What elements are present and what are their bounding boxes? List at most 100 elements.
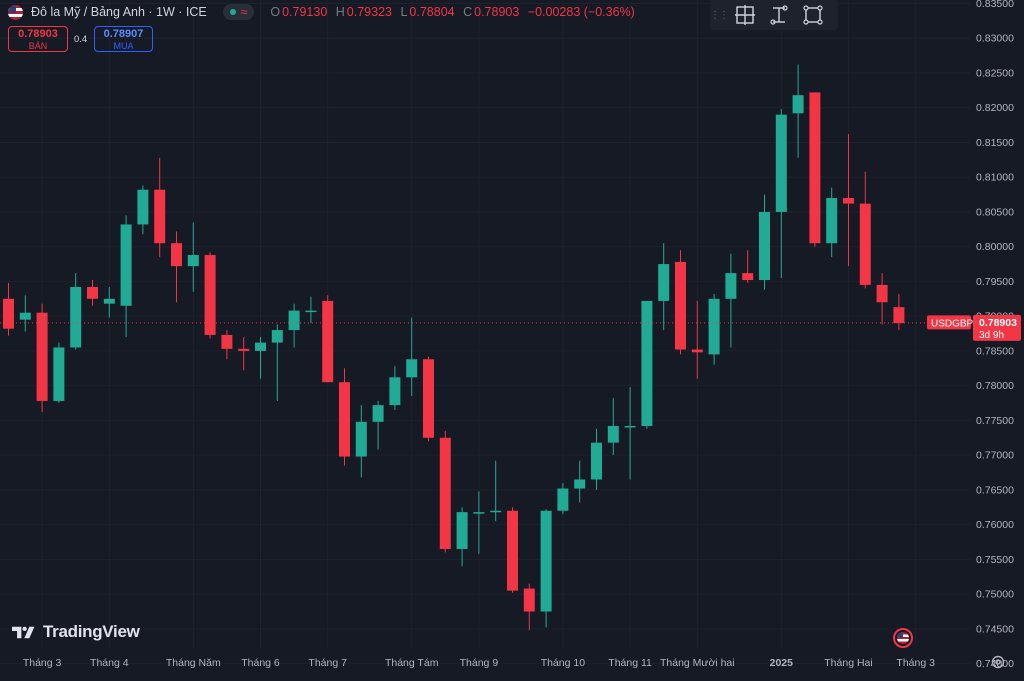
candle-up [826, 187, 838, 258]
price-axis[interactable]: 0.83500 0.83000 0.82500 0.82000 0.81500 0.810… [976, 0, 1014, 670]
candle-body [322, 300, 334, 383]
ohlc-open-value: 0.79130 [282, 5, 328, 19]
candle-body [759, 211, 770, 281]
candle-up [103, 286, 115, 318]
x-tick-label: Tháng 11 [608, 657, 652, 669]
candle-up [19, 295, 31, 332]
x-tick-label: Tháng Năm [166, 657, 221, 669]
candle-body [103, 298, 115, 304]
candle-body [607, 425, 619, 443]
candle-body [859, 203, 871, 285]
candle-body [423, 359, 434, 438]
fullscreen-frame-icon[interactable] [796, 0, 830, 30]
candle-up [456, 507, 468, 567]
approx-icon: ≈ [240, 5, 248, 19]
y-tick-label: 0.80500 [976, 206, 1014, 218]
price-badge [973, 314, 1021, 341]
candle-up [557, 482, 569, 515]
candle-up [624, 387, 636, 480]
drag-handle-icon[interactable]: ⋮⋮ [710, 9, 729, 21]
bar-countdown: 3d 9h [979, 330, 1004, 341]
candle-body [893, 307, 905, 324]
y-tick-label: 0.83000 [976, 33, 1014, 45]
candle-up [271, 324, 283, 401]
y-tick-label: 0.80000 [976, 241, 1014, 253]
candle-down [339, 368, 350, 466]
candle-up [137, 185, 149, 235]
y-tick-label: 0.78000 [976, 380, 1014, 392]
market-status[interactable]: ≈ [222, 4, 255, 20]
candles [3, 64, 905, 631]
candle-body [355, 421, 367, 457]
y-tick-label: 0.75500 [976, 554, 1014, 566]
gear-icon[interactable] [990, 654, 1006, 670]
candle-down [523, 583, 535, 631]
candle-body [641, 300, 653, 426]
chart-header: Đô la Mỹ / Bảng Anh · 1W · ICE ≈ O 0.7913… [8, 4, 640, 20]
candle-down [691, 300, 703, 379]
x-tick-label: Tháng Tám [385, 657, 439, 669]
candle-body [826, 198, 838, 244]
time-axis[interactable]: Tháng 3 Tháng 4 Tháng Năm Tháng 6 Tháng 7 Thá… [23, 657, 935, 669]
candle-down [843, 134, 854, 267]
candle-up [473, 491, 485, 554]
y-tick-label: 0.82000 [976, 102, 1014, 114]
candle-up [372, 400, 384, 450]
candle-up [120, 215, 132, 338]
ohlc-high-value: 0.79323 [346, 5, 392, 19]
candle-body [36, 312, 48, 401]
candle-down [675, 250, 686, 355]
sell-price: 0.78903 [18, 28, 58, 40]
candle-body [473, 512, 485, 514]
ohlc-close-value: 0.78903 [474, 5, 520, 19]
x-tick-label: Tháng 7 [308, 657, 347, 669]
y-tick-label: 0.76500 [976, 484, 1014, 496]
ohlc-open-label: O [270, 5, 281, 19]
text-cursor-icon[interactable] [762, 0, 796, 30]
ohlc-change-value: −0.00283 (−0.36%) [527, 5, 635, 19]
candle-up [255, 337, 266, 379]
candle-up [708, 293, 720, 365]
candle-down [439, 430, 451, 553]
candle-body [624, 425, 636, 428]
candle-down [423, 356, 434, 442]
buy-button[interactable]: 0.78907 MUA [94, 26, 153, 52]
crosshair-box-icon[interactable] [728, 0, 762, 30]
candle-up [574, 460, 586, 503]
candle-down [809, 92, 821, 247]
tradingview-mark-icon [12, 626, 35, 638]
sell-button[interactable]: 0.78903 BÁN [8, 26, 68, 52]
economic-event-marker[interactable] [893, 628, 913, 648]
candle-up [389, 366, 401, 410]
candle-up [406, 317, 418, 397]
tradingview-logo[interactable]: TradingView [12, 622, 140, 642]
candle-body [691, 349, 703, 353]
candle-body [271, 330, 283, 343]
candle-up [187, 222, 199, 292]
candle-body [725, 273, 737, 299]
candle-body [742, 273, 754, 281]
candle-body [3, 298, 14, 329]
candle-body [204, 255, 216, 335]
candle-body [19, 312, 31, 320]
symbol-badge [927, 315, 971, 330]
us-flag-icon [8, 4, 23, 20]
ohlc-low-label: L [400, 5, 408, 19]
candle-up [53, 342, 65, 404]
y-tick-label: 0.77500 [976, 415, 1014, 427]
candle-body [70, 286, 82, 348]
candle-body [137, 189, 149, 225]
candle-up [775, 109, 787, 278]
candle-body [389, 377, 401, 406]
y-tick-label: 0.77000 [976, 450, 1014, 462]
candle-body [406, 359, 418, 378]
y-tick-label: 0.82500 [976, 67, 1014, 79]
candle-body [87, 286, 98, 299]
buy-label: MUA [113, 41, 134, 51]
x-tick-label: Tháng 6 [241, 657, 280, 669]
candle-body [456, 512, 468, 549]
candle-body [238, 348, 250, 351]
candle-body [675, 261, 686, 350]
symbol-title[interactable]: Đô la Mỹ / Bảng Anh · 1W · ICE [31, 5, 207, 19]
